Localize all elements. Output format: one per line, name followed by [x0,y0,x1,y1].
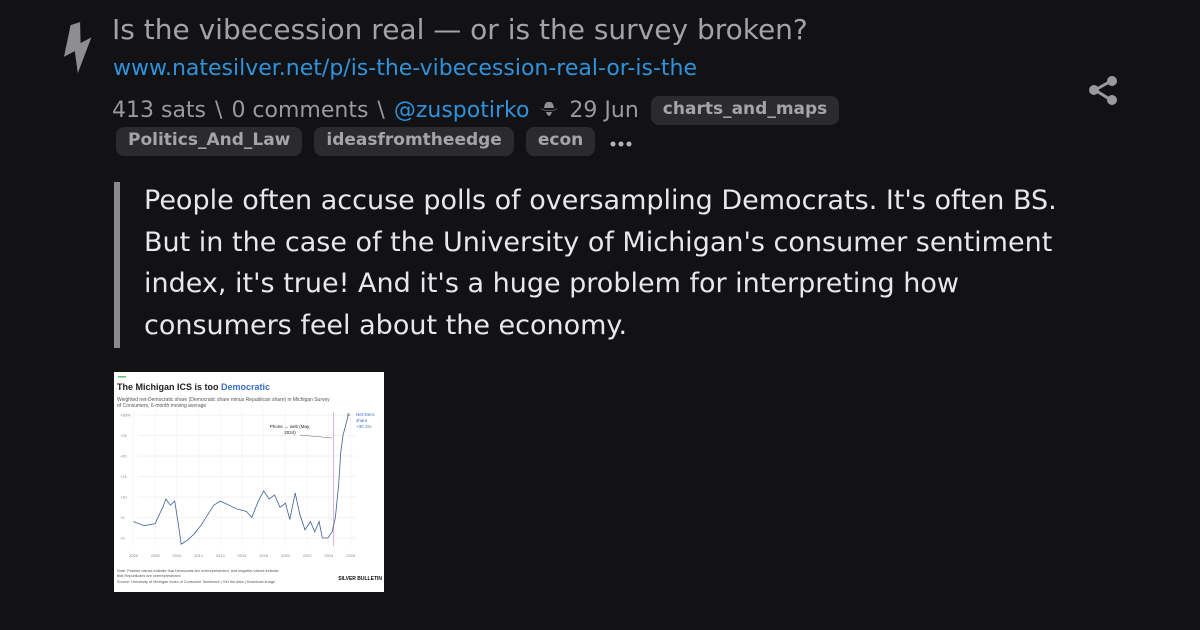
y-tick-label: +0 [120,536,125,541]
x-tick-label: 2010 [172,553,182,558]
thumb-subtitle: of Consumers, 6-month moving average [117,403,206,409]
quote-bar [114,182,120,348]
y-tick-label: +10 [120,495,128,500]
thumb-subtitle: Weighted net-Democratic share (Democrati… [117,397,330,403]
title-highlight: Democratic [221,382,270,392]
quote: People often accuse polls of oversamplin… [144,180,1057,346]
tag[interactable]: charts_and_maps [650,95,840,125]
date[interactable]: 29 Jun [569,97,639,123]
tag[interactable]: econ [525,127,596,156]
x-tick-label: 2022 [303,553,313,558]
end-label: +30.1% [356,424,371,429]
y-tick-label: +25 [120,433,128,438]
tag[interactable]: Politics_And_Law [116,127,303,156]
more-icon[interactable] [607,132,637,152]
x-tick-label: 2026 [346,553,356,558]
x-tick-label: 2018 [259,553,269,558]
tag-row: Politics_And_Law ideasfromtheedge econ [116,127,637,156]
annotation-leader [299,434,333,439]
quote-line: People often accuse polls of oversamplin… [144,185,1057,216]
post-meta: 413 sats \ 0 comments \ @zuspotirko 29 J… [112,94,840,126]
site-logo[interactable] [58,22,98,74]
brand: SILVER BULLETIN [338,576,382,582]
x-tick-label: 2008 [151,553,161,558]
share-icon[interactable] [1086,74,1120,108]
cowboy-icon [540,101,559,116]
quote-line: But in the case of the University of Mic… [144,226,1053,258]
annotation: Phone → web (May, [270,424,310,429]
end-label: share [356,418,368,423]
x-tick-label: 2024 [324,553,334,558]
quote-line: consumers feel about the economy. [144,309,628,341]
sats[interactable]: 413 sats [112,97,207,123]
source: Source: University of Michigan Index of … [117,580,275,584]
chart-image[interactable]: The Michigan ICS is too Democratic Weigh… [114,372,384,592]
x-tick-label: 2006 [129,553,139,558]
post-url[interactable]: www.natesilver.net/p/is-the-vibecession-… [113,56,697,81]
post-title[interactable]: Is the vibecession real — or is the surv… [112,13,808,46]
title-text: The Michigan ICS is too [117,382,221,392]
x-tick-label: 2020 [281,553,291,558]
separator: \ [215,97,223,123]
y-tick-label: +20 [120,454,128,459]
note: that Republicans are overrepresented. [117,574,182,578]
comments[interactable]: 0 comments [231,97,369,123]
note: Note: Positive values indicate that Demo… [117,569,279,573]
author[interactable]: @zuspotirko [393,97,530,123]
annotation: 2024) [284,430,296,435]
y-tick-label: +15 [120,474,128,479]
accent [118,376,126,378]
data-line [133,414,349,545]
logo-bolt [64,22,92,74]
tag[interactable]: ideasfromtheedge [314,127,514,156]
y-tick-label: +5 [120,515,125,520]
x-tick-label: 2012 [194,553,204,558]
thumb-title: The Michigan ICS is too Democratic [117,382,270,392]
x-tick-label: 2016 [238,553,248,558]
separator: \ [377,97,385,123]
y-tick-label: +30% [120,413,131,418]
x-tick-label: 2014 [216,553,226,558]
end-point [346,413,350,417]
quote-line: index, it's true! And it's a huge proble… [144,268,959,299]
end-label: Net-Dem. [356,412,375,417]
